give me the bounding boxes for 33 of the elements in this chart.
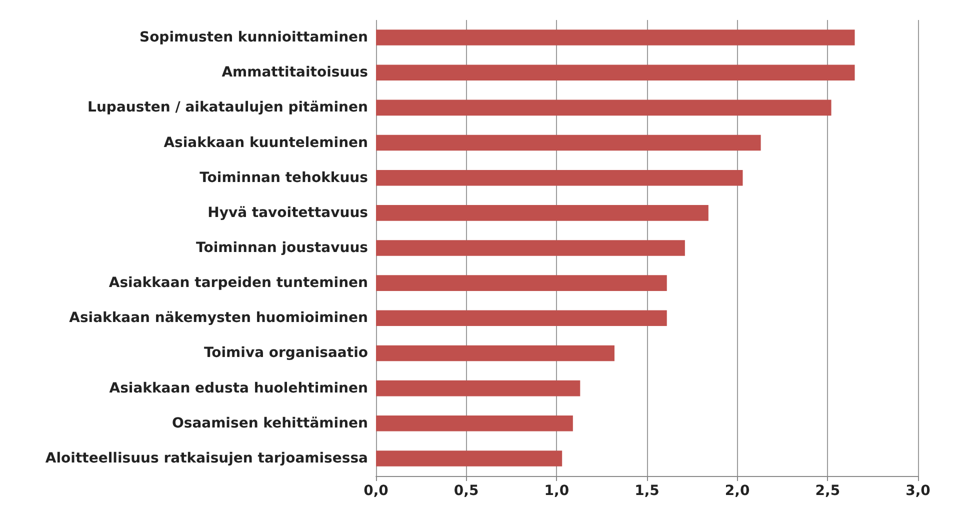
bar (376, 100, 832, 116)
x-tick-label: 0,0 (364, 483, 389, 499)
bar (376, 134, 761, 151)
x-tick-label: 2,5 (815, 483, 840, 499)
y-tick-label: Toiminnan joustavuus (196, 240, 368, 256)
bar (376, 310, 667, 326)
y-tick-label: Asiakkaan edusta huolehtiminen (109, 380, 368, 396)
bar (376, 205, 708, 221)
y-tick-label: Aloitteellisuus ratkaisujen tarjoamisessa (45, 450, 368, 466)
bar (376, 240, 685, 256)
y-tick-label: Toiminnan tehokkuus (200, 170, 368, 186)
y-tick-label: Osaamisen kehittäminen (172, 415, 368, 432)
x-tick-label: 3,0 (906, 483, 931, 499)
y-tick-label: Asiakkaan kuunteleminen (164, 134, 368, 151)
y-tick-label: Ammattitaitoisuus (222, 64, 368, 81)
y-tick-label: Sopimusten kunnioittaminen (139, 30, 368, 46)
x-tick-label: 1,5 (634, 483, 660, 499)
y-tick-label: Hyvä tavoitettavuus (208, 204, 368, 221)
y-tick-label: Asiakkaan tarpeiden tunteminen (108, 275, 368, 292)
bar (376, 170, 743, 186)
bar (376, 415, 573, 432)
y-tick-label: Lupausten / aikataulujen pitäminen (88, 100, 368, 116)
x-tick-label: 2,0 (724, 483, 750, 499)
bar (376, 64, 855, 81)
x-tick-label: 0,5 (454, 483, 479, 499)
bar (376, 30, 855, 46)
y-tick-label: Toimiva organisaatio (204, 345, 368, 362)
bar (376, 380, 580, 396)
bar (376, 275, 667, 291)
bar (376, 345, 614, 362)
bar (376, 450, 562, 466)
x-tick-label: 1,0 (544, 483, 570, 499)
y-tick-label: Asiakkaan näkemysten huomioiminen (69, 310, 368, 326)
